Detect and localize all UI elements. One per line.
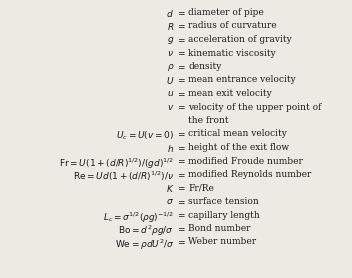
Text: surface tension: surface tension (188, 197, 259, 206)
Text: $=$: $=$ (176, 62, 187, 71)
Text: acceleration of gravity: acceleration of gravity (188, 35, 292, 44)
Text: density: density (188, 62, 222, 71)
Text: $=$: $=$ (176, 8, 187, 17)
Text: critical mean velocity: critical mean velocity (188, 130, 287, 138)
Text: $=$: $=$ (176, 197, 187, 206)
Text: $h$: $h$ (167, 143, 174, 154)
Text: capillary length: capillary length (188, 210, 260, 220)
Text: $R$: $R$ (167, 21, 174, 33)
Text: radius of curvature: radius of curvature (188, 21, 277, 31)
Text: $=$: $=$ (176, 224, 187, 233)
Text: $=$: $=$ (176, 157, 187, 165)
Text: Fr/Re: Fr/Re (188, 183, 214, 192)
Text: $=$: $=$ (176, 48, 187, 58)
Text: $g$: $g$ (167, 35, 174, 46)
Text: modified Froude number: modified Froude number (188, 157, 303, 165)
Text: $\rho$: $\rho$ (166, 62, 174, 73)
Text: $=$: $=$ (176, 183, 187, 192)
Text: diameter of pipe: diameter of pipe (188, 8, 264, 17)
Text: $=$: $=$ (176, 103, 187, 111)
Text: $\sigma$: $\sigma$ (166, 197, 174, 206)
Text: velocity of the upper point of: velocity of the upper point of (188, 103, 322, 111)
Text: $\mathrm{Bo}=d^2\rho g/\sigma$: $\mathrm{Bo}=d^2\rho g/\sigma$ (119, 224, 174, 239)
Text: height of the exit flow: height of the exit flow (188, 143, 289, 152)
Text: $=$: $=$ (176, 143, 187, 152)
Text: $d$: $d$ (166, 8, 174, 19)
Text: mean exit velocity: mean exit velocity (188, 89, 272, 98)
Text: $=$: $=$ (176, 170, 187, 179)
Text: $=$: $=$ (176, 76, 187, 85)
Text: $u$: $u$ (167, 89, 174, 98)
Text: $=$: $=$ (176, 89, 187, 98)
Text: $\mathrm{Re}=Ud(1+(d/R)^{1/2})/\nu$: $\mathrm{Re}=Ud(1+(d/R)^{1/2})/\nu$ (73, 170, 174, 183)
Text: $\mathrm{We}=\rho dU^2/\sigma$: $\mathrm{We}=\rho dU^2/\sigma$ (115, 237, 174, 252)
Text: $K$: $K$ (166, 183, 174, 195)
Text: the front: the front (188, 116, 229, 125)
Text: $U_c=U(v=0)$: $U_c=U(v=0)$ (116, 130, 174, 142)
Text: kinematic viscosity: kinematic viscosity (188, 48, 276, 58)
Text: Bond number: Bond number (188, 224, 251, 233)
Text: $\mathrm{Fr}=U(1+(d/R)^{1/2})/(gd)^{1/2}$: $\mathrm{Fr}=U(1+(d/R)^{1/2})/(gd)^{1/2}… (59, 157, 174, 171)
Text: mean entrance velocity: mean entrance velocity (188, 76, 296, 85)
Text: $L_c=\sigma^{1/2}(\rho g)^{-1/2}$: $L_c=\sigma^{1/2}(\rho g)^{-1/2}$ (103, 210, 174, 225)
Text: $=$: $=$ (176, 130, 187, 138)
Text: $v$: $v$ (167, 103, 174, 111)
Text: $=$: $=$ (176, 237, 187, 247)
Text: $=$: $=$ (176, 35, 187, 44)
Text: Weber number: Weber number (188, 237, 257, 247)
Text: $U$: $U$ (166, 76, 174, 86)
Text: $\nu$: $\nu$ (168, 48, 174, 58)
Text: $=$: $=$ (176, 210, 187, 220)
Text: modified Reynolds number: modified Reynolds number (188, 170, 312, 179)
Text: $=$: $=$ (176, 21, 187, 31)
